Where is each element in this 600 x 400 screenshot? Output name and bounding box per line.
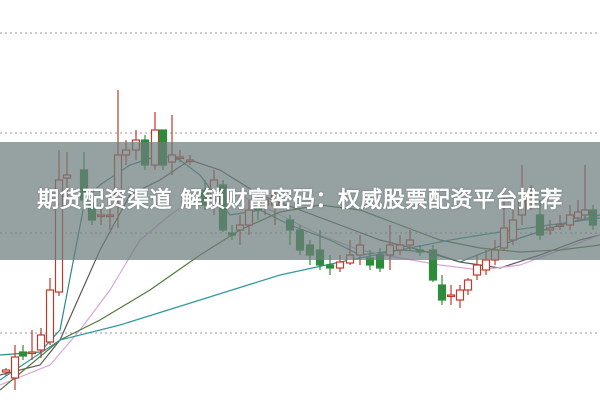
- candle-up: [481, 259, 491, 271]
- candle-down: [325, 264, 335, 269]
- candle-up: [10, 356, 20, 379]
- candle-up: [36, 334, 46, 351]
- article-title: 期货配资渠道 解锁财富密码：权威股票配资平台推荐: [37, 188, 563, 213]
- candle-up: [472, 264, 482, 276]
- candle-up: [335, 261, 345, 269]
- candle-up: [27, 351, 37, 355]
- title-banner: 期货配资渠道 解锁财富密码：权威股票配资平台推荐: [0, 142, 600, 260]
- candle-up: [45, 289, 55, 343]
- candle-up: [1, 369, 11, 373]
- candle-down: [18, 351, 28, 357]
- candle-down: [437, 284, 447, 301]
- candle-up: [446, 294, 456, 298]
- candle-up: [463, 279, 473, 291]
- candle-up: [455, 289, 465, 301]
